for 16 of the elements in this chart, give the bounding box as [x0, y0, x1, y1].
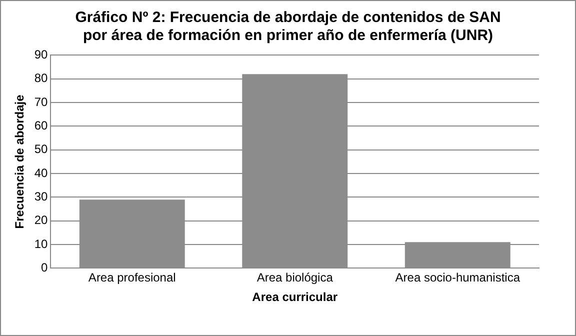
y-axis-title: Frecuencia de abordaje — [12, 94, 27, 229]
x-tick-label: Area socio-humanistica — [395, 270, 520, 285]
y-tick-label: 90 — [34, 48, 48, 62]
y-tick-label: 70 — [34, 94, 48, 109]
x-tick-label: Area biológica — [256, 270, 334, 285]
y-tick-label: 0 — [41, 260, 48, 275]
y-tick-label: 50 — [34, 142, 48, 156]
x-axis-title: Area curricular — [252, 290, 338, 304]
y-tick-label: 40 — [34, 166, 48, 180]
y-tick-label: 10 — [34, 236, 48, 251]
y-tick-label: 20 — [34, 213, 48, 228]
y-tick-label: 30 — [34, 190, 48, 204]
chart-title: Gráfico Nº 2: Frecuencia de abordaje de contenidos de SAN por área de formación en primer año de enfermería (UNR) — [74, 8, 502, 45]
x-tick-label: Area profesional — [88, 270, 176, 285]
y-tick-label: 80 — [34, 71, 48, 86]
y-tick-label: 60 — [34, 118, 48, 133]
